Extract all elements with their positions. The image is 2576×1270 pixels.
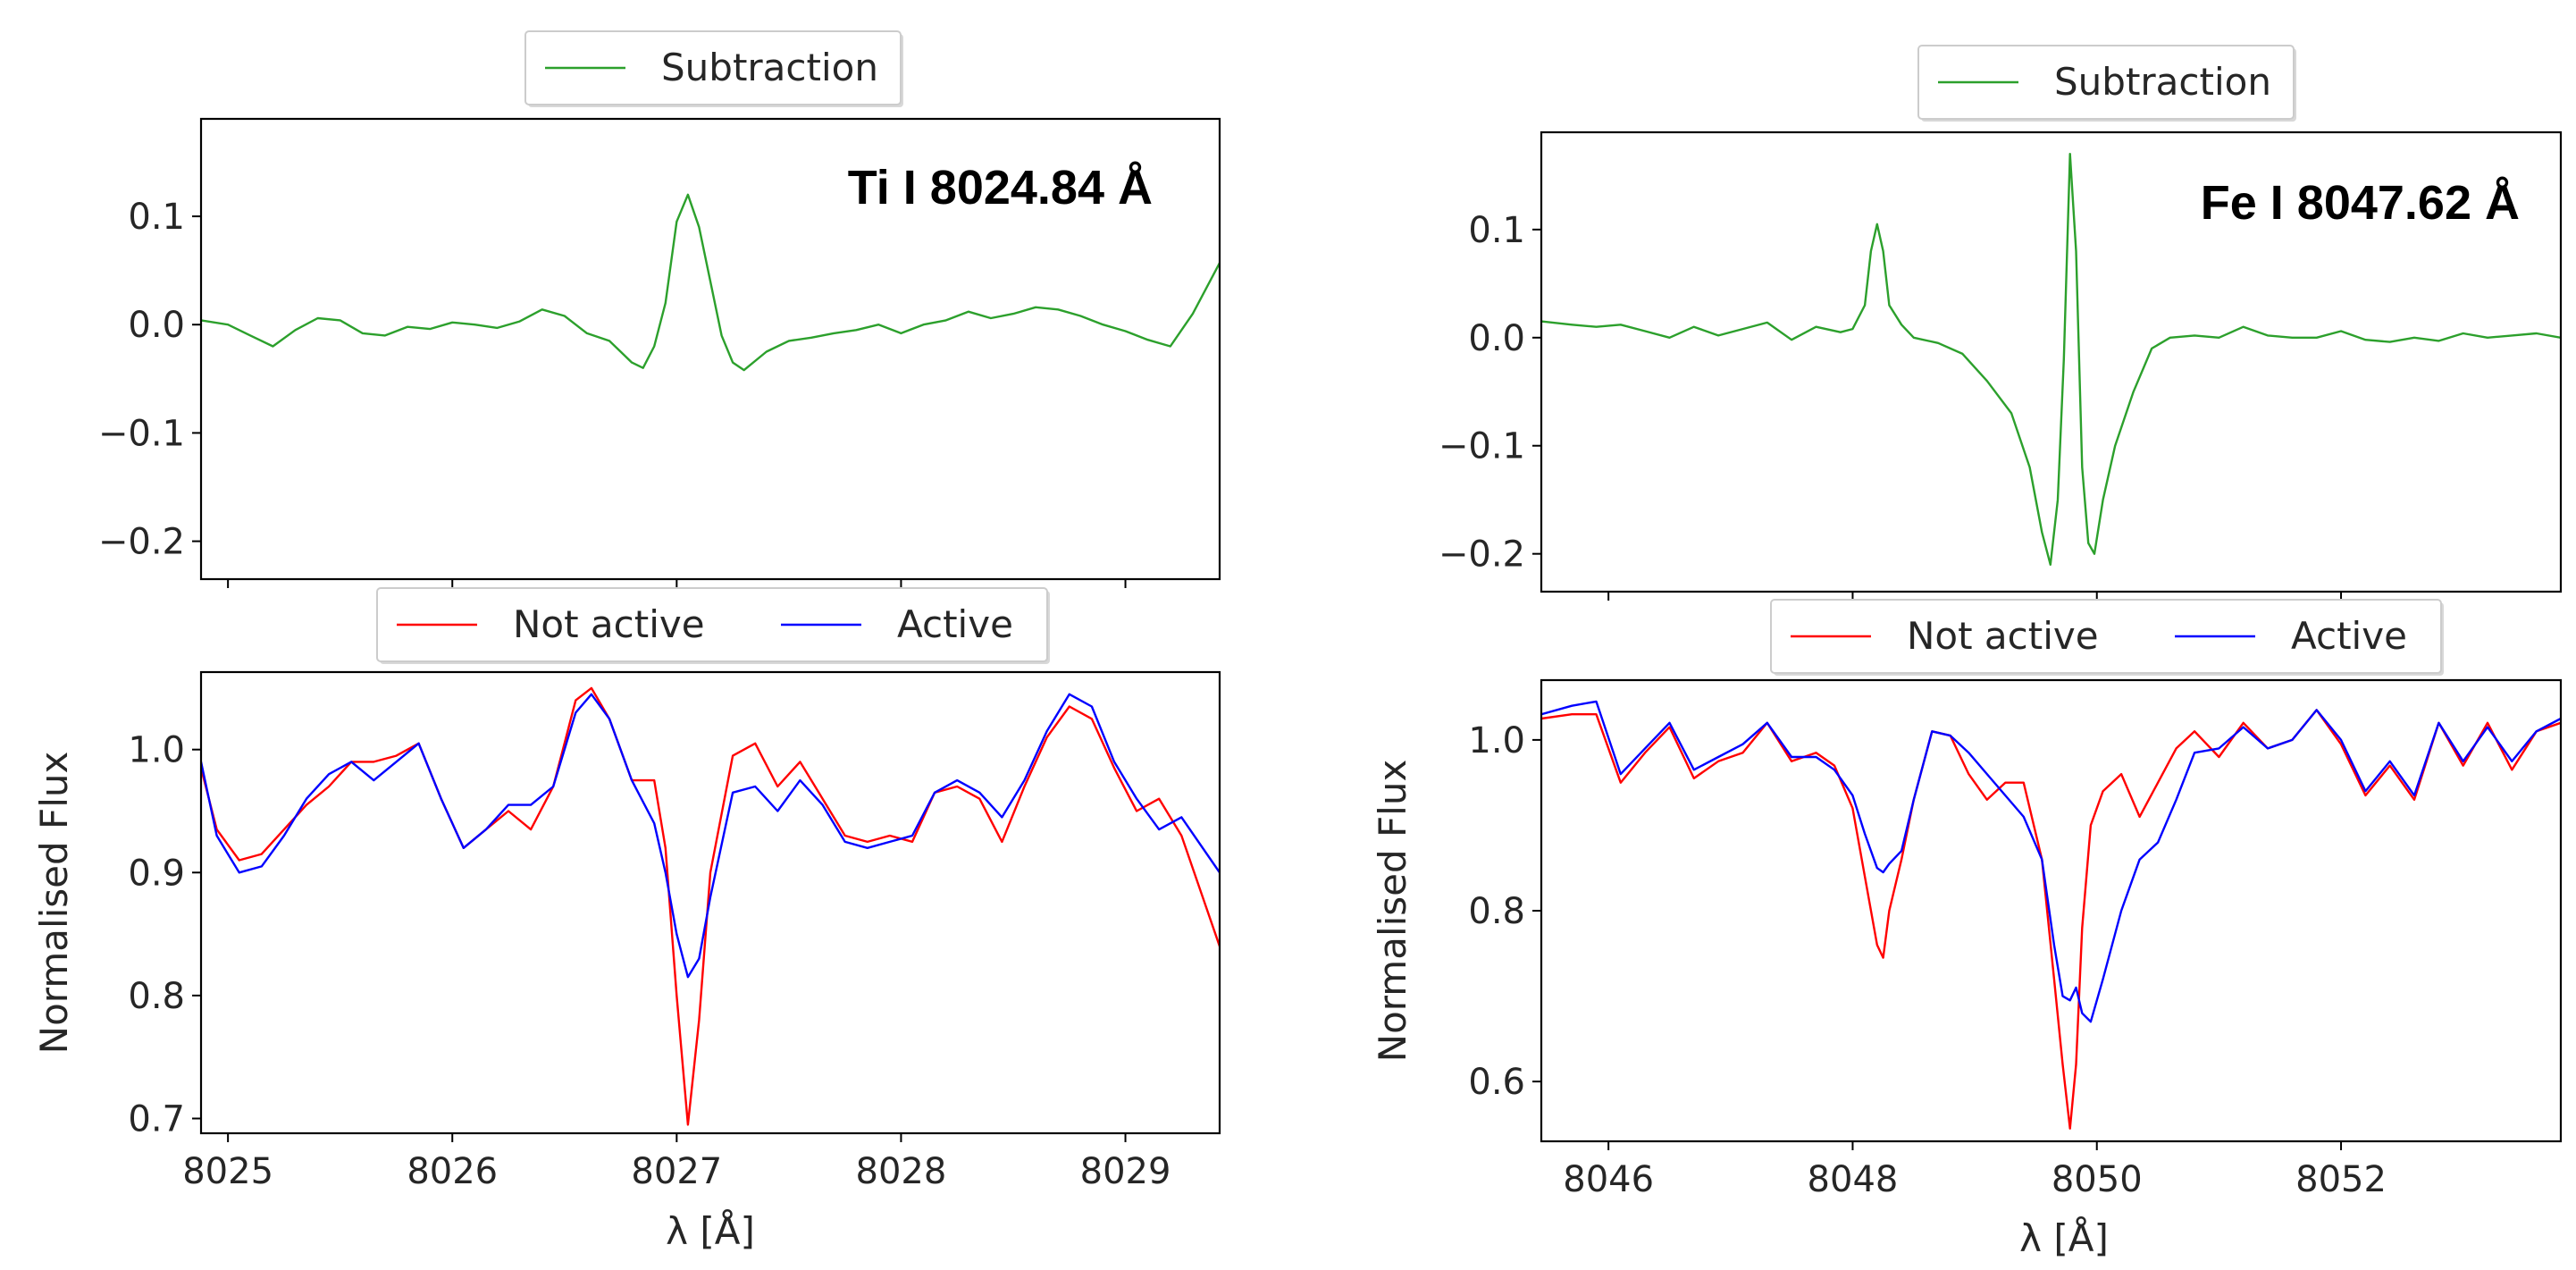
legend: Subtraction: [1917, 45, 2296, 122]
legend-entry: Not active: [513, 602, 705, 646]
legend-box: [1917, 45, 2295, 120]
x-tick-label: 8046: [1563, 1159, 1654, 1200]
axes-frame: [1540, 130, 2563, 593]
ti-flux-panel: 1.0 0.9 0.8 0.7 8025 8026 8027 8028 8029 Normalis…: [32, 587, 1221, 1253]
axes-frame: [1540, 678, 2563, 1143]
x-tick-label: 8025: [182, 1151, 273, 1192]
line-annotation: Ti I 8024.84 Å: [848, 161, 1153, 214]
y-tick-label: 0.0: [128, 305, 185, 346]
axes-frame: [199, 117, 1221, 581]
series-line-active: [1541, 700, 2561, 1023]
legend: Not active Active: [376, 587, 1050, 664]
y-axis-label: Normalised Flux: [1371, 760, 1414, 1063]
ti-subtraction-panel: 0.1 0.0 −0.1 −0.2 Ti I 8024.84 Å Subtraction: [98, 30, 1221, 588]
y-tick-label: 0.1: [128, 197, 185, 238]
y-tick-label: 0.0: [1468, 318, 1525, 359]
series-line-subtraction: [1541, 152, 2561, 566]
x-tick-label: 8052: [2295, 1159, 2387, 1200]
axes-frame: [199, 670, 1221, 1135]
x-tick-label: 8048: [1808, 1159, 1899, 1200]
series-line-active: [201, 693, 1220, 979]
legend-entry: Active: [2291, 614, 2407, 658]
y-tick-label: 0.7: [128, 1098, 185, 1140]
line-annotation: Fe I 8047.62 Å: [2201, 176, 2520, 230]
legend-entry: Subtraction: [661, 46, 878, 89]
y-tick-label: −0.1: [98, 413, 185, 454]
legend-entry: Subtraction: [2054, 60, 2271, 104]
x-axis-label: λ [Å]: [666, 1208, 755, 1253]
y-tick-label: 1.0: [128, 730, 185, 771]
y-tick-label: −0.1: [1439, 426, 1525, 467]
y-tick-label: 0.8: [128, 976, 185, 1017]
series-line-not-active: [201, 686, 1220, 1126]
y-tick-label: 0.8: [1468, 891, 1525, 932]
y-tick-label: −0.2: [98, 522, 185, 563]
legend-entry: Active: [897, 602, 1013, 646]
x-tick-label: 8028: [856, 1151, 947, 1192]
y-tick-label: 0.1: [1468, 210, 1525, 251]
fe-subtraction-panel: 0.1 0.0 −0.1 −0.2 Fe I 8047.62 Å Subtraction: [1439, 45, 2563, 601]
legend-box: [376, 587, 1048, 662]
legend-box: [524, 30, 902, 105]
legend-entry: Not active: [1907, 614, 2099, 658]
y-axis-label: Normalised Flux: [32, 752, 76, 1055]
legend: Not active Active: [1770, 599, 2444, 676]
y-tick-label: −0.2: [1439, 534, 1525, 576]
x-tick-label: 8029: [1080, 1151, 1171, 1192]
y-tick-label: 1.0: [1468, 720, 1525, 761]
fe-flux-panel: 1.0 0.8 0.6 8046 8048 8050 8052 Normalised Flux…: [1371, 599, 2563, 1260]
x-axis-label: λ [Å]: [2019, 1215, 2109, 1260]
x-tick-label: 8027: [631, 1151, 722, 1192]
x-tick-label: 8026: [407, 1151, 498, 1192]
legend-box: [1770, 599, 2442, 674]
series-line-subtraction: [201, 193, 1220, 372]
y-tick-label: 0.6: [1468, 1062, 1525, 1103]
x-tick-label: 8050: [2052, 1159, 2143, 1200]
legend: Subtraction: [524, 30, 903, 107]
y-tick-label: 0.9: [128, 853, 185, 894]
